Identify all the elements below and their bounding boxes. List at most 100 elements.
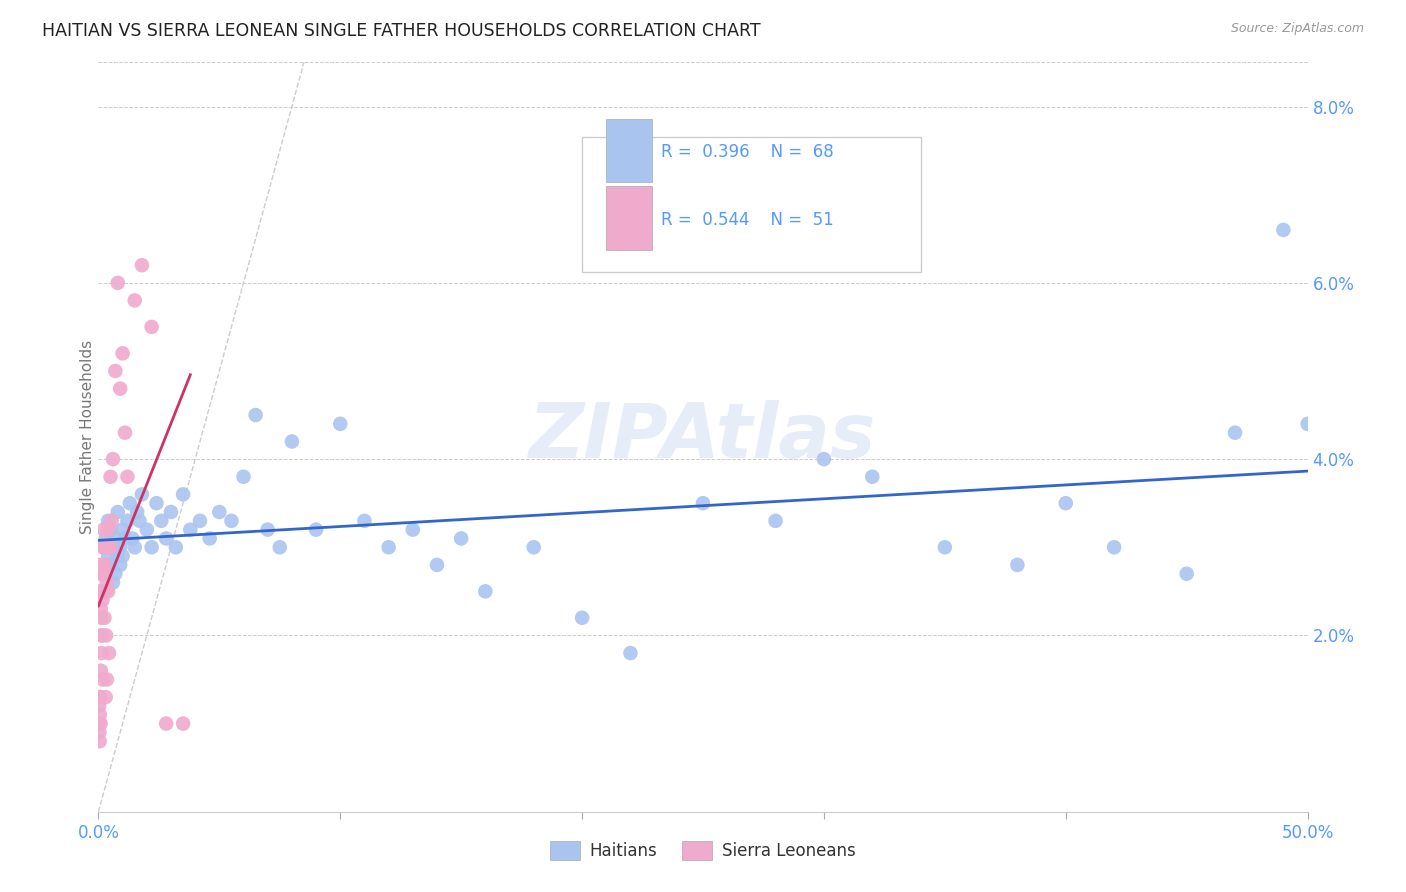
- Point: [90, 628, 112, 642]
- Point: [94, 532, 117, 546]
- Point: [305, 523, 328, 537]
- Point: [89, 690, 111, 705]
- Text: R =  0.396    N =  68: R = 0.396 N = 68: [661, 144, 834, 161]
- Point: [100, 558, 122, 572]
- Point: [101, 541, 124, 555]
- Point: [172, 487, 194, 501]
- Point: [97, 541, 120, 555]
- Point: [104, 532, 127, 546]
- Point: [145, 496, 167, 510]
- Point: [90, 716, 112, 731]
- Point: [91, 541, 114, 555]
- Point: [98, 646, 121, 660]
- Point: [96, 673, 118, 687]
- Point: [101, 452, 124, 467]
- Point: [108, 382, 131, 396]
- Point: [91, 593, 114, 607]
- Point: [89, 725, 111, 739]
- Point: [91, 628, 114, 642]
- Point: [107, 276, 129, 290]
- Point: [100, 541, 122, 555]
- Point: [813, 452, 835, 467]
- Point: [111, 549, 134, 563]
- Point: [474, 584, 496, 599]
- Point: [97, 514, 120, 528]
- Point: [91, 584, 114, 599]
- Point: [91, 584, 114, 599]
- Point: [221, 514, 243, 528]
- Point: [141, 541, 163, 555]
- Point: [114, 532, 136, 546]
- Point: [118, 496, 141, 510]
- Point: [188, 514, 211, 528]
- Point: [934, 541, 956, 555]
- Point: [90, 664, 112, 678]
- Text: ZIPAtlas: ZIPAtlas: [529, 401, 877, 474]
- Point: [101, 575, 124, 590]
- Point: [100, 514, 122, 528]
- Point: [91, 541, 114, 555]
- Point: [128, 514, 150, 528]
- Point: [93, 523, 115, 537]
- Point: [179, 523, 201, 537]
- Point: [89, 698, 111, 713]
- Point: [124, 541, 146, 555]
- Point: [131, 258, 153, 272]
- FancyBboxPatch shape: [606, 119, 652, 182]
- Point: [141, 319, 163, 334]
- Point: [571, 611, 593, 625]
- FancyBboxPatch shape: [582, 137, 921, 272]
- Point: [104, 364, 127, 378]
- Point: [426, 558, 449, 572]
- Point: [117, 514, 139, 528]
- Point: [87, 716, 110, 731]
- Point: [1272, 223, 1295, 237]
- Point: [165, 541, 187, 555]
- Point: [1102, 541, 1125, 555]
- Text: Source: ZipAtlas.com: Source: ZipAtlas.com: [1230, 22, 1364, 36]
- Point: [208, 505, 231, 519]
- Point: [89, 584, 111, 599]
- Point: [121, 532, 143, 546]
- Point: [131, 487, 153, 501]
- Point: [353, 514, 375, 528]
- Point: [90, 646, 112, 660]
- Point: [256, 523, 278, 537]
- Point: [329, 417, 352, 431]
- Point: [94, 558, 117, 572]
- Point: [1175, 566, 1198, 581]
- Point: [94, 584, 117, 599]
- Point: [1296, 417, 1319, 431]
- Point: [269, 541, 291, 555]
- Point: [860, 469, 883, 483]
- Point: [100, 523, 122, 537]
- Point: [89, 558, 111, 572]
- Point: [111, 346, 134, 360]
- Point: [245, 408, 267, 422]
- Point: [107, 505, 129, 519]
- Point: [89, 690, 111, 705]
- Point: [127, 505, 149, 519]
- Point: [96, 628, 118, 642]
- Point: [108, 558, 131, 572]
- Point: [450, 532, 472, 546]
- Point: [100, 469, 122, 483]
- Legend: Haitians, Sierra Leoneans: Haitians, Sierra Leoneans: [543, 835, 863, 867]
- Point: [107, 549, 129, 563]
- Point: [94, 541, 117, 555]
- Point: [402, 523, 425, 537]
- Point: [97, 549, 120, 563]
- Point: [692, 496, 714, 510]
- Point: [90, 566, 112, 581]
- Point: [90, 602, 112, 616]
- Point: [377, 541, 399, 555]
- Text: HAITIAN VS SIERRA LEONEAN SINGLE FATHER HOUSEHOLDS CORRELATION CHART: HAITIAN VS SIERRA LEONEAN SINGLE FATHER …: [42, 22, 761, 40]
- Point: [1054, 496, 1077, 510]
- Point: [91, 584, 114, 599]
- Point: [523, 541, 546, 555]
- Point: [1223, 425, 1246, 440]
- Point: [1007, 558, 1029, 572]
- Point: [150, 514, 173, 528]
- Point: [90, 566, 112, 581]
- Text: R =  0.544    N =  51: R = 0.544 N = 51: [661, 211, 834, 228]
